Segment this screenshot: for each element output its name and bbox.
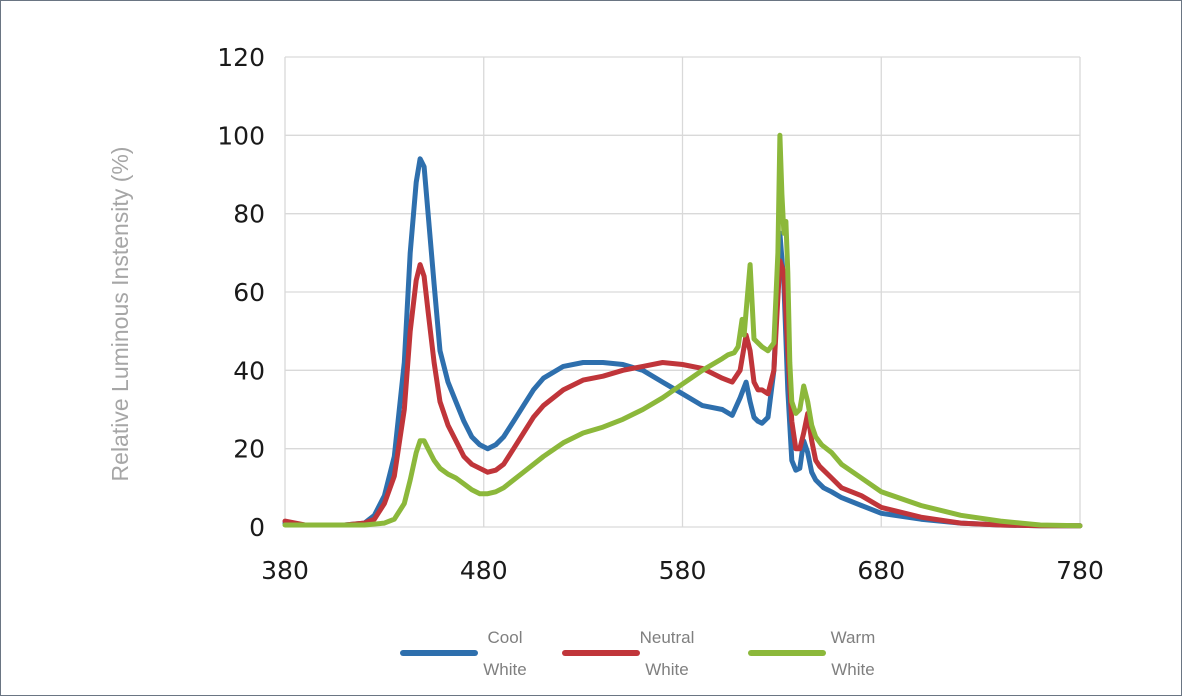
legend-label: Neutral <box>640 628 695 647</box>
axis-tick-labels: 0 20 40 60 80 100 120 380 480 580 680 780 <box>217 43 1104 585</box>
y-tick-label: 80 <box>233 200 265 229</box>
data-series <box>282 132 1083 529</box>
series-line-warm-white <box>282 132 1083 529</box>
x-tick-label: 480 <box>460 556 508 585</box>
series-line-cool-white <box>282 156 1083 529</box>
gridlines <box>284 56 1081 528</box>
series-line-neutral-white <box>282 258 1083 529</box>
legend-label: Cool <box>488 628 523 647</box>
legend-label: White <box>483 660 526 679</box>
y-tick-label: 0 <box>249 513 265 542</box>
y-tick-label: 20 <box>233 435 265 464</box>
legend-label: White <box>645 660 688 679</box>
y-tick-label: 100 <box>217 121 265 150</box>
y-axis-label: Relative Luminous Instensity (%) <box>107 147 133 482</box>
x-tick-label: 780 <box>1056 556 1104 585</box>
x-tick-label: 680 <box>857 556 905 585</box>
x-tick-label: 580 <box>659 556 707 585</box>
x-tick-label: 380 <box>261 556 309 585</box>
legend-label: White <box>831 660 874 679</box>
y-tick-label: 60 <box>233 278 265 307</box>
y-tick-label: 120 <box>217 43 265 72</box>
legend: Cool White Neutral White Warm White <box>400 628 876 679</box>
y-tick-label: 40 <box>233 356 265 385</box>
legend-label: Warm <box>831 628 876 647</box>
